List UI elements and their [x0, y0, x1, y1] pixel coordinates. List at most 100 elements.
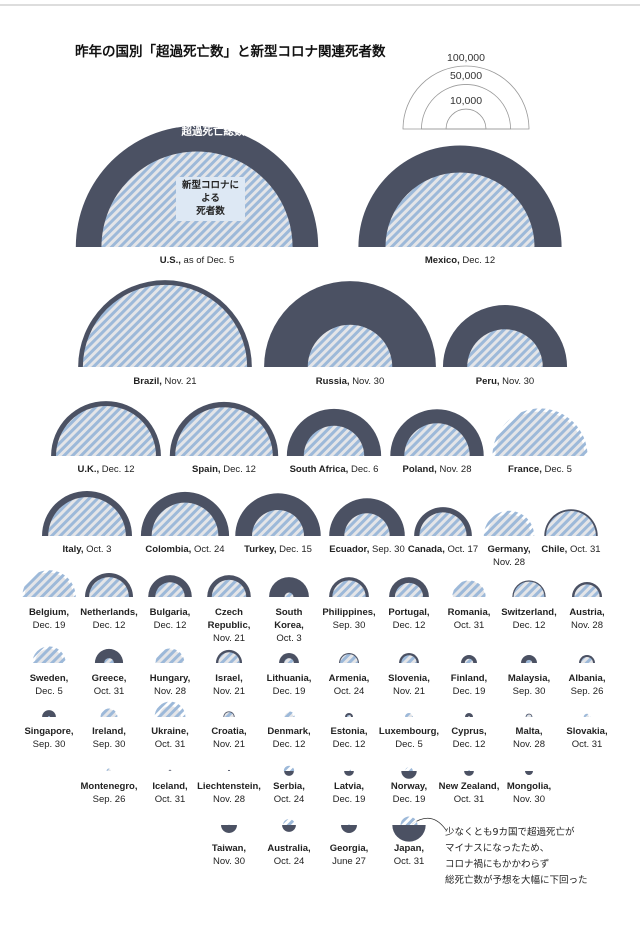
- country-date: as of Dec. 5: [183, 255, 235, 266]
- country-date: Nov. 21: [164, 376, 197, 387]
- country-name: France,: [508, 464, 542, 475]
- country-name: Brazil,: [133, 376, 162, 387]
- country-label: Estonia, Dec. 12: [304, 725, 394, 751]
- covid-deaths: [104, 658, 114, 663]
- country-date: Oct. 24: [273, 856, 305, 867]
- excess-deaths: [269, 577, 309, 597]
- covid-deaths: [283, 711, 295, 717]
- country-date: Oct. 24: [193, 544, 225, 555]
- country-name: Japan,: [393, 843, 425, 854]
- covid-deaths: [513, 581, 545, 597]
- excess-deaths: [344, 771, 354, 776]
- country-name: Portugal,: [388, 607, 430, 618]
- covid-deaths: [404, 423, 470, 456]
- country-label: Brazil, Nov. 21: [65, 375, 265, 388]
- covid-deaths: [526, 714, 532, 717]
- covid-deaths: [22, 570, 76, 597]
- country-date: June 27: [332, 856, 366, 867]
- country-name: U.S.,: [159, 255, 181, 266]
- excess-deaths: [392, 825, 426, 842]
- country-date: Nov. 28: [212, 794, 246, 805]
- covid-deaths: [283, 819, 295, 825]
- covid-deaths: [106, 768, 112, 771]
- covid-deaths: [155, 582, 185, 597]
- country-date: Dec. 19: [452, 686, 486, 697]
- excess-deaths: [227, 769, 231, 771]
- covid-deaths: [154, 701, 186, 717]
- country-label: Turkey, Dec. 15: [178, 543, 378, 556]
- country-label: Ecuador, Sep. 30: [267, 543, 467, 556]
- country-name: Greece,: [91, 673, 127, 684]
- country-name: New Zealand,: [438, 781, 500, 792]
- country-label: Israel, Nov. 21: [184, 672, 274, 698]
- country-name: Mongolia,: [506, 781, 552, 792]
- excess-deaths: [525, 771, 533, 775]
- country-label: Latvia, Dec. 19: [304, 780, 394, 806]
- country-label: Portugal, Dec. 12: [364, 606, 454, 632]
- covid-deaths: [419, 512, 467, 536]
- excess-deaths: [282, 825, 296, 832]
- covid-deaths: [224, 712, 234, 717]
- country-name: Serbia,: [273, 781, 305, 792]
- country-date: Dec. 19: [32, 620, 66, 631]
- country-name: Liechtenstein,: [197, 781, 261, 792]
- country-name: Taiwan,: [211, 843, 247, 854]
- country-name: Romania,: [447, 607, 491, 618]
- country-date: Nov. 28: [512, 739, 546, 750]
- country-date: Sep. 30: [512, 686, 546, 697]
- country-date: Nov. 28: [570, 620, 604, 631]
- country-label: Bulgaria, Dec. 12: [125, 606, 215, 632]
- country-label: Luxembourg, Dec. 5: [364, 725, 454, 751]
- country-label: Australia, Oct. 24: [244, 842, 334, 868]
- country-date: Oct. 31: [453, 794, 485, 805]
- covid-deaths: [89, 577, 129, 597]
- country-label: Canada, Oct. 17: [343, 543, 543, 556]
- country-label: Ukraine, Oct. 31: [125, 725, 215, 751]
- country-date: Dec. 12: [272, 739, 306, 750]
- covid-deaths: [303, 425, 365, 456]
- covid-deaths: [400, 816, 418, 825]
- country-name: Hungary,: [149, 673, 191, 684]
- country-label: Austria, Nov. 28: [542, 606, 632, 632]
- country-name: Netherlands,: [80, 607, 138, 618]
- country-name: Chile,: [541, 544, 568, 555]
- country-name: Malaysia,: [507, 673, 551, 684]
- country-date: Nov. 21: [212, 633, 246, 644]
- covid-deaths: [100, 708, 118, 717]
- country-label: Mongolia, Nov. 30: [484, 780, 574, 806]
- country-name: Ukraine,: [151, 726, 189, 737]
- country-label: Norway, Dec. 19: [364, 780, 454, 806]
- covid-deaths: [468, 716, 470, 717]
- covid-deaths: [385, 172, 535, 247]
- country-label: Belgium, Dec. 19: [4, 606, 94, 632]
- country-name: South Africa,: [289, 464, 349, 475]
- country-name: Poland,: [402, 464, 437, 475]
- country-date: Sep. 30: [32, 739, 66, 750]
- covid-deaths: [581, 657, 593, 663]
- excess-deaths: [284, 771, 294, 776]
- excess-deaths: [264, 281, 436, 367]
- country-name: Albania,: [568, 673, 606, 684]
- legend-arc: [402, 65, 530, 130]
- country-name: Croatia,: [211, 726, 247, 737]
- country-name: Iceland,: [152, 781, 188, 792]
- country-date: Dec. 12: [92, 620, 126, 631]
- country-date: Dec. 12: [153, 620, 187, 631]
- country-name: Ireland,: [92, 726, 126, 737]
- country-label: Malaysia, Sep. 30: [484, 672, 574, 698]
- country-name: Sweden,: [29, 673, 69, 684]
- covid-deaths: [574, 584, 600, 597]
- country-label: Italy, Oct. 3: [0, 543, 187, 556]
- country-name: Singapore,: [24, 726, 74, 737]
- country-label: Montenegro, Sep. 26: [64, 780, 154, 806]
- country-date: Nov. 30: [512, 794, 546, 805]
- country-label: Netherlands, Dec. 12: [64, 606, 154, 632]
- country-name: U.K.,: [77, 464, 100, 475]
- covid-deaths: [468, 770, 470, 771]
- country-name: Spain,: [192, 464, 221, 475]
- covid-deaths: [483, 510, 535, 536]
- covid-deaths: [347, 769, 351, 771]
- country-label: Malta, Nov. 28: [484, 725, 574, 751]
- country-name: Estonia,: [330, 726, 368, 737]
- country-date: Dec. 12: [101, 464, 135, 475]
